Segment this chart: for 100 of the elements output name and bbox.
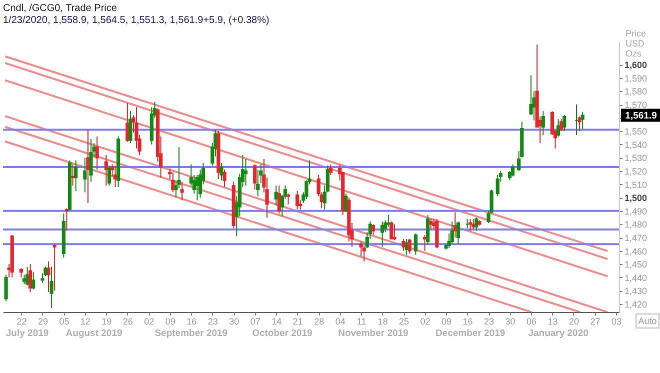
- candlestick: [402, 238, 406, 252]
- x-tick-label: 16: [186, 316, 197, 326]
- x2-tick-label: November 2019: [338, 328, 408, 339]
- y-tick-label: 1,530: [624, 153, 648, 164]
- x-tick-label: 03: [611, 316, 622, 326]
- x-tick-label: 05: [59, 316, 70, 326]
- x-tick-label: 02: [420, 316, 430, 326]
- x-tick-label: 09: [442, 316, 452, 326]
- text: 1,561.9: [625, 110, 657, 122]
- x-tick-label: 23: [484, 316, 494, 326]
- candlestick: [556, 118, 560, 137]
- candlestick: [28, 264, 32, 293]
- candlestick: [107, 165, 112, 186]
- candlestick: [422, 234, 427, 252]
- candlestick: [277, 185, 281, 214]
- y-tick-label: 1,420: [624, 300, 648, 310]
- y-tick-label: 1,480: [624, 220, 648, 230]
- x-tick-label: 18: [378, 316, 388, 326]
- y-tick-label: 1,600: [624, 60, 648, 70]
- chart-subtitle: 1/23/2020, 1,558.9, 1,564.5, 1,551.3, 1,561.9+5.9, (+0.38%): [3, 15, 270, 26]
- y-tick-label: 1,580: [624, 86, 648, 97]
- candlestick: [362, 245, 366, 262]
- candlestick: [580, 111, 584, 130]
- x-tick-label: 06: [526, 316, 537, 326]
- candlestick: [22, 274, 26, 285]
- x-tick-label: 12: [80, 316, 90, 326]
- y-tick-label: 1,460: [624, 246, 648, 256]
- x2-tick-label: December 2019: [435, 328, 506, 339]
- y-tick-label: 1,430: [624, 286, 648, 296]
- x2-tick-label: July 2019: [6, 328, 49, 339]
- chart-title: Cndl, /GCG0, Trade Price: [3, 3, 118, 14]
- candlestick: [426, 214, 430, 245]
- candlestick: [253, 164, 257, 190]
- candlestick: [19, 268, 24, 278]
- candlestick: [408, 238, 412, 254]
- candlestick: [390, 221, 394, 240]
- x2-tick-label: September 2019: [154, 328, 228, 339]
- candlestick: [286, 193, 290, 205]
- candlestick: [46, 260, 50, 293]
- candlestick: [220, 162, 224, 181]
- candlestick: [64, 208, 69, 232]
- candlestick: [578, 116, 582, 132]
- x-tick-label: 23: [208, 316, 218, 326]
- candlestick: [560, 118, 564, 132]
- text: Auto: [638, 316, 657, 326]
- x2-tick-label: January 2020: [528, 328, 588, 339]
- y-axis-title: Price USD Ozs: [626, 28, 646, 58]
- candlestick: [328, 164, 333, 176]
- candlestick: [89, 138, 93, 182]
- x-tick-label: 28: [314, 316, 324, 326]
- x-tick-label: 07: [250, 316, 260, 326]
- x2-tick-label: August 2019: [66, 328, 122, 339]
- candlestick: [414, 233, 418, 256]
- y-tick-label: 1,500: [624, 193, 648, 204]
- x-tick-label: 11: [356, 316, 366, 326]
- y-tick-label: 1,540: [624, 140, 648, 150]
- candlestick: [222, 169, 226, 188]
- candlestick: [472, 218, 476, 230]
- x-tick-label: 22: [16, 316, 27, 326]
- candlestick: [453, 212, 457, 238]
- x-tick-label: 30: [229, 316, 240, 326]
- candlestick: [429, 218, 433, 230]
- x-tick-label: 26: [122, 316, 133, 326]
- y-tick-label: 1,550: [624, 126, 648, 137]
- candlestick: [510, 164, 515, 177]
- y-tick-label: 1,520: [624, 166, 648, 177]
- candlestick: [128, 110, 132, 144]
- candlestick: [52, 244, 56, 292]
- candlestick: [256, 169, 260, 197]
- x-tick-label: 27: [590, 316, 600, 326]
- candlestick: [562, 114, 566, 132]
- y-tick-label: 1,490: [624, 206, 648, 216]
- candlestick: [541, 110, 545, 136]
- candlestick: [4, 274, 8, 302]
- candlestick: [50, 266, 54, 309]
- x2-tick-label: October 2019: [252, 328, 312, 339]
- candlestick: [95, 136, 99, 170]
- x-tick-label: 25: [399, 316, 410, 326]
- candlestick: [371, 224, 376, 236]
- y-tick-label: 1,470: [624, 233, 648, 244]
- candlestick: [456, 221, 460, 245]
- candlestick: [171, 172, 175, 193]
- x-tick-label: 30: [505, 316, 516, 326]
- x-tick-label: 29: [38, 316, 48, 326]
- candlestick: [180, 181, 184, 201]
- x-tick-label: 09: [165, 316, 176, 326]
- candlestick: [474, 217, 478, 232]
- candlestick: [392, 224, 396, 241]
- x-tick-label: 19: [102, 316, 112, 326]
- y-tick-label: 1,510: [624, 180, 648, 190]
- candlestick: [104, 154, 108, 186]
- candlestick: [450, 221, 454, 245]
- y-tick-label: 1,590: [624, 73, 648, 84]
- candlestick: [496, 174, 500, 197]
- candlestick: [380, 221, 384, 248]
- y-tick-label: 1,440: [624, 272, 648, 283]
- candlestick: [83, 157, 87, 193]
- x-tick-label: 02: [144, 316, 154, 326]
- x-tick-label: 13: [548, 316, 558, 326]
- candlestick: [32, 272, 36, 290]
